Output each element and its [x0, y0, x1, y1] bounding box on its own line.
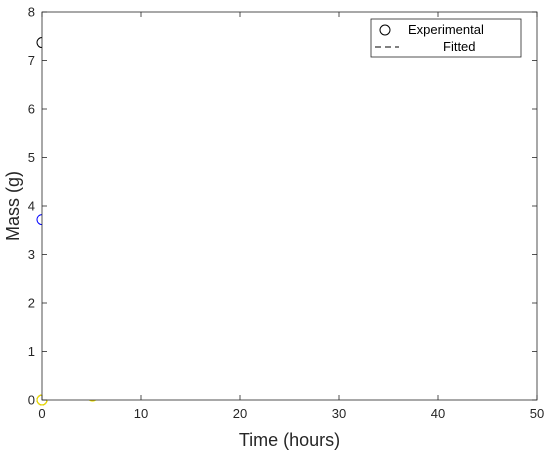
y-tick-label: 2	[28, 296, 35, 311]
x-tick-label: 30	[332, 406, 346, 421]
y-tick-label: 3	[28, 247, 35, 262]
x-axis-label: Time (hours)	[239, 430, 340, 450]
x-tick-label: 0	[38, 406, 45, 421]
legend-experimental-marker-icon	[379, 24, 391, 36]
y-tick-label: 5	[28, 150, 35, 165]
legend-box	[370, 18, 522, 58]
y-axis-label: Mass (g)	[3, 171, 23, 241]
y-tick-label: 0	[28, 393, 35, 408]
y-tick-label: 1	[28, 344, 35, 359]
axes-box	[41, 11, 538, 401]
y-tick-label: 7	[28, 53, 35, 68]
legend: Experimental Fitted	[370, 18, 522, 58]
y-tick-label: 4	[28, 199, 35, 214]
x-tick-label: 40	[431, 406, 445, 421]
y-tick-label: 8	[28, 5, 35, 20]
x-tick-label: 10	[134, 406, 148, 421]
y-tick-label: 6	[28, 102, 35, 117]
axes: 0 10 20 30 40 50 0 1 2 3 4 5 6 7 8	[28, 5, 544, 422]
x-tick-label: 50	[530, 406, 544, 421]
x-tick-label: 20	[233, 406, 247, 421]
legend-experimental-label: Experimental	[408, 22, 484, 37]
legend-fitted-label: Fitted	[443, 39, 476, 54]
